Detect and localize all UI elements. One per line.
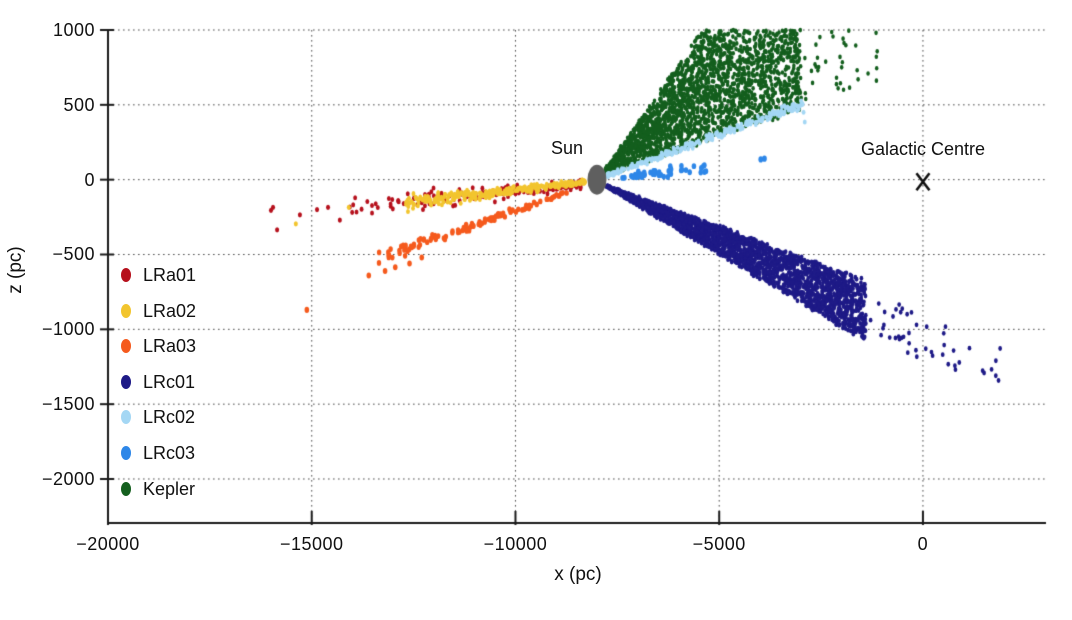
y-tick-label: 1000 bbox=[52, 20, 95, 40]
legend-item-LRa03: LRa03 bbox=[121, 334, 196, 358]
y-tick-label: 500 bbox=[63, 94, 95, 115]
legend-label: LRc02 bbox=[143, 407, 196, 428]
legend-marker-LRa02 bbox=[121, 303, 131, 318]
y-tick-label: 0 bbox=[84, 169, 95, 190]
galactic-centre-label: Galactic Centre bbox=[860, 139, 986, 159]
y-tick-label: −1500 bbox=[41, 394, 95, 415]
x-tick-label: −10000 bbox=[483, 534, 548, 554]
x-tick-label: −20000 bbox=[76, 534, 140, 554]
legend-marker-LRa03 bbox=[121, 339, 131, 354]
x-tick-label: 0 bbox=[917, 534, 929, 554]
legend-marker-Kepler bbox=[121, 481, 131, 496]
legend-label: LRa02 bbox=[143, 300, 197, 321]
legend-marker-LRc01 bbox=[121, 374, 131, 389]
sun-label: Sun bbox=[550, 138, 583, 158]
y-tick-label: −2000 bbox=[41, 468, 95, 489]
y-tick-label: −1000 bbox=[41, 319, 95, 340]
x-tick-label: −15000 bbox=[279, 534, 344, 554]
legend-label: LRc03 bbox=[143, 443, 196, 463]
legend-marker-LRc02 bbox=[121, 410, 131, 425]
legend-item-Kepler: Kepler bbox=[121, 477, 195, 501]
legend-item-LRc03: LRc03 bbox=[121, 441, 195, 465]
x-tick-label: −5000 bbox=[692, 534, 746, 554]
legend-label: LRa03 bbox=[143, 336, 197, 357]
legend-item-LRa01: LRa01 bbox=[121, 263, 196, 287]
legend-item-LRa02: LRa02 bbox=[121, 299, 196, 323]
legend-label: LRa01 bbox=[143, 265, 197, 285]
y-tick-label: −500 bbox=[52, 244, 95, 265]
legend-item-LRc02: LRc02 bbox=[121, 405, 195, 429]
legend-marker-LRc03 bbox=[121, 446, 131, 460]
legend-label: Kepler bbox=[143, 478, 196, 499]
x-axis-label: x (pc) bbox=[554, 564, 602, 585]
legend-item-LRc01: LRc01 bbox=[121, 370, 195, 394]
legend-marker-LRa01 bbox=[121, 268, 131, 282]
legend-label: LRc01 bbox=[143, 371, 196, 392]
